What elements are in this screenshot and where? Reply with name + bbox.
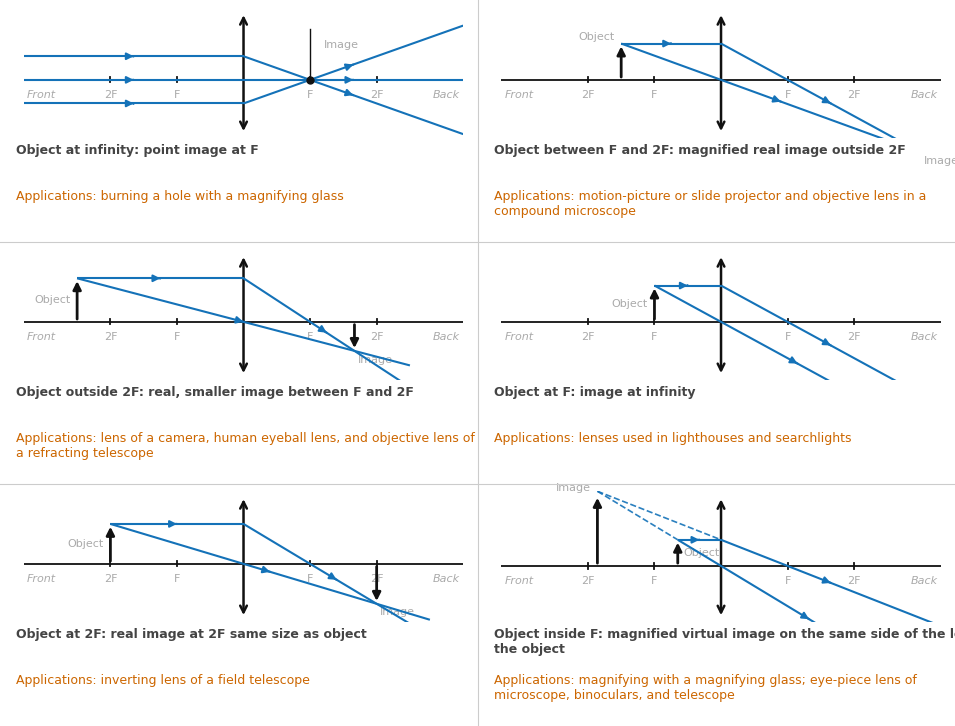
Text: Applications: magnifying with a magnifying glass; eye-piece lens of
microscope, : Applications: magnifying with a magnifyi… (494, 674, 917, 702)
Text: F: F (784, 90, 791, 100)
Text: Object: Object (579, 32, 614, 42)
Text: Applications: lenses used in lighthouses and searchlights: Applications: lenses used in lighthouses… (494, 432, 852, 445)
Text: Front: Front (504, 576, 534, 587)
Text: Image: Image (924, 156, 955, 166)
Text: 2F: 2F (104, 574, 117, 584)
Text: Applications: lens of a camera, human eyeball lens, and objective lens of
a refr: Applications: lens of a camera, human ey… (16, 432, 476, 460)
Text: 2F: 2F (847, 332, 860, 342)
Text: Image: Image (324, 40, 358, 50)
Text: F: F (307, 332, 313, 342)
Text: F: F (651, 90, 658, 100)
Text: 2F: 2F (847, 576, 860, 587)
Text: Applications: inverting lens of a field telescope: Applications: inverting lens of a field … (16, 674, 310, 687)
Text: Back: Back (433, 90, 460, 100)
Text: 2F: 2F (847, 90, 860, 100)
Text: F: F (174, 574, 180, 584)
Text: Image: Image (358, 354, 393, 364)
Text: F: F (651, 332, 658, 342)
Text: Back: Back (433, 574, 460, 584)
Text: F: F (784, 576, 791, 587)
Text: F: F (307, 90, 313, 100)
Text: F: F (307, 574, 313, 584)
Text: Object between F and 2F: magnified real image outside 2F: Object between F and 2F: magnified real … (494, 144, 905, 158)
Text: Back: Back (910, 576, 938, 587)
Text: 2F: 2F (370, 332, 383, 342)
Text: F: F (174, 332, 180, 342)
Text: Front: Front (504, 332, 534, 342)
Text: Front: Front (27, 90, 56, 100)
Text: Front: Front (504, 90, 534, 100)
Text: 2F: 2F (104, 90, 117, 100)
Text: Front: Front (27, 574, 56, 584)
Text: Applications: motion-picture or slide projector and objective lens in a
compound: Applications: motion-picture or slide pr… (494, 190, 926, 218)
Text: Object: Object (683, 548, 719, 558)
Text: Object: Object (611, 298, 647, 309)
Text: Image: Image (380, 608, 415, 617)
Text: Back: Back (910, 90, 938, 100)
Text: Back: Back (433, 332, 460, 342)
Text: F: F (174, 90, 180, 100)
Text: Image: Image (556, 483, 591, 493)
Text: Object outside 2F: real, smaller image between F and 2F: Object outside 2F: real, smaller image b… (16, 386, 414, 399)
Text: Object inside F: magnified virtual image on the same side of the lens as
the obj: Object inside F: magnified virtual image… (494, 629, 955, 656)
Text: Object: Object (34, 295, 71, 305)
Text: Front: Front (27, 332, 56, 342)
Text: Object at infinity: point image at F: Object at infinity: point image at F (16, 144, 259, 158)
Text: 2F: 2F (582, 332, 595, 342)
Text: Applications: burning a hole with a magnifying glass: Applications: burning a hole with a magn… (16, 190, 344, 203)
Text: F: F (784, 332, 791, 342)
Text: Object: Object (68, 539, 104, 549)
Text: F: F (651, 576, 658, 587)
Text: Object at 2F: real image at 2F same size as object: Object at 2F: real image at 2F same size… (16, 629, 367, 642)
Text: 2F: 2F (104, 332, 117, 342)
Text: 2F: 2F (370, 90, 383, 100)
Text: Object at F: image at infinity: Object at F: image at infinity (494, 386, 695, 399)
Text: 2F: 2F (582, 576, 595, 587)
Text: Back: Back (910, 332, 938, 342)
Text: 2F: 2F (582, 90, 595, 100)
Text: 2F: 2F (370, 574, 383, 584)
